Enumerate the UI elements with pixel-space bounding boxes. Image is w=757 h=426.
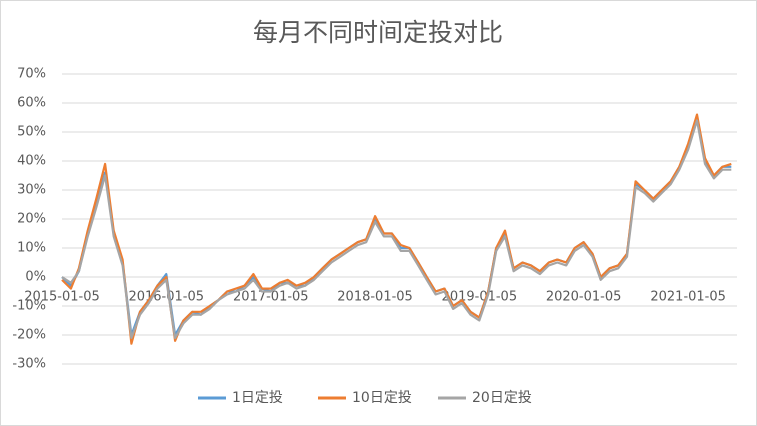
y-tick-label: 50% bbox=[17, 125, 46, 140]
y-tick-label: 70% bbox=[17, 67, 46, 82]
x-tick-label: 2018-01-05 bbox=[337, 290, 413, 305]
series-line bbox=[61, 119, 732, 339]
legend-label: 10日定投 bbox=[352, 390, 412, 406]
y-tick-label: -30% bbox=[12, 357, 46, 372]
y-tick-label: 30% bbox=[17, 183, 46, 198]
x-tick-label: 2021-01-05 bbox=[650, 290, 726, 305]
x-tick-label: 2017-01-05 bbox=[233, 290, 309, 305]
legend-label: 20日定投 bbox=[472, 390, 532, 406]
x-tick-label: 2016-01-05 bbox=[128, 290, 204, 305]
y-tick-label: 40% bbox=[17, 154, 46, 169]
y-tick-label: 0% bbox=[25, 270, 46, 285]
x-tick-label: 2020-01-05 bbox=[546, 290, 622, 305]
y-tick-label: -10% bbox=[12, 299, 46, 314]
legend-label: 1日定投 bbox=[232, 390, 283, 406]
y-tick-label: 10% bbox=[17, 241, 46, 256]
y-tick-label: 60% bbox=[17, 96, 46, 111]
x-tick-label: 2015-01-05 bbox=[24, 290, 100, 305]
y-tick-label: -20% bbox=[12, 328, 46, 343]
chart-title: 每月不同时间定投对比 bbox=[253, 18, 503, 47]
x-tick-label: 2019-01-05 bbox=[442, 290, 518, 305]
y-tick-label: 20% bbox=[17, 212, 46, 227]
